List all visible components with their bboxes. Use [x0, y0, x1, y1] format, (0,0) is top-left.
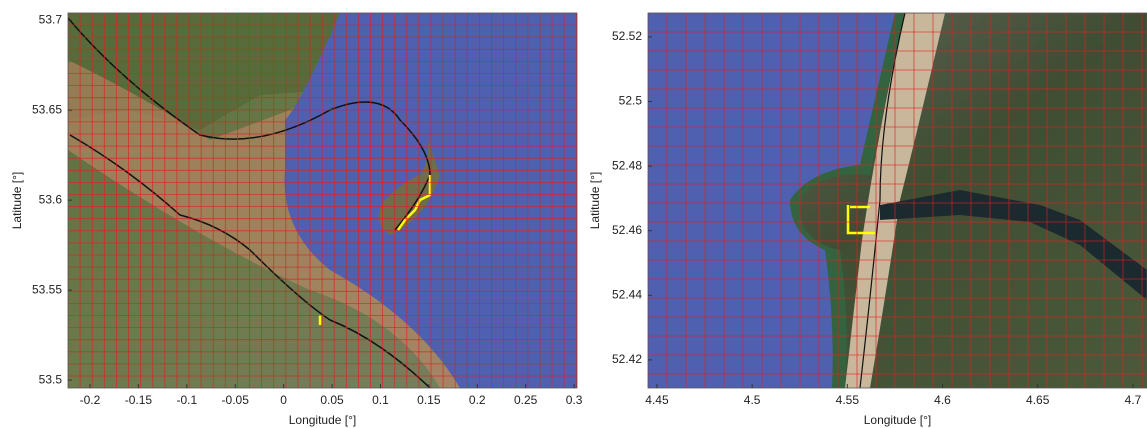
axes-frame	[647, 12, 1147, 389]
y-tick-label: 52.52	[612, 29, 642, 43]
x-tick-label: 4.65	[1026, 393, 1050, 407]
x-tick-label: 0.15	[417, 393, 441, 407]
x-tick-label: 4.45	[645, 393, 669, 407]
x-tick-label: 4.5	[744, 393, 761, 407]
x-tick-label: 0.2	[469, 393, 486, 407]
y-tick-label: 53.55	[32, 282, 62, 296]
x-tick-label: -0.15	[125, 393, 153, 407]
x-tick-label: 4.6	[934, 393, 951, 407]
y-tick-label: 52.44	[612, 287, 642, 301]
canal	[880, 190, 1147, 300]
boundary	[846, 205, 875, 235]
x-tick-label: 0.25	[514, 393, 538, 407]
x-tick-label: -0.2	[80, 393, 101, 407]
y-tick-label: 53.65	[32, 102, 62, 116]
boundary	[318, 175, 432, 325]
y-tick-label: 53.7	[39, 12, 63, 26]
water	[648, 13, 895, 388]
x-tick-label: 0	[280, 393, 287, 407]
x-tick-label: 0.05	[320, 393, 344, 407]
x-axis-label: Longitude [°]	[864, 413, 932, 427]
y-axis-label: Latitude [°]	[588, 172, 602, 230]
y-tick-label: 53.5	[39, 372, 63, 386]
x-tick-label: 4.7	[1125, 393, 1142, 407]
x-tick-label: -0.05	[222, 393, 250, 407]
y-tick-label: 52.46	[612, 223, 642, 237]
x-tick-label: 0.1	[372, 393, 389, 407]
map-panel-right	[648, 13, 1147, 388]
coastline	[859, 13, 906, 388]
model-grid	[68, 13, 577, 388]
y-tick-label: 53.6	[39, 192, 63, 206]
model-grid	[648, 13, 1147, 388]
x-tick-label: 0.3	[566, 393, 583, 407]
map-panel-left	[68, 13, 577, 388]
x-axis-label: Longitude [°]	[289, 413, 357, 427]
x-tick-label: 4.55	[836, 393, 860, 407]
y-tick-label: 52.42	[612, 352, 642, 366]
y-tick-label: 52.48	[612, 158, 642, 172]
x-tick-label: -0.1	[176, 393, 197, 407]
y-axis-label: Latitude [°]	[10, 172, 24, 230]
spit	[378, 140, 440, 235]
y-tick-label: 52.5	[619, 94, 643, 108]
